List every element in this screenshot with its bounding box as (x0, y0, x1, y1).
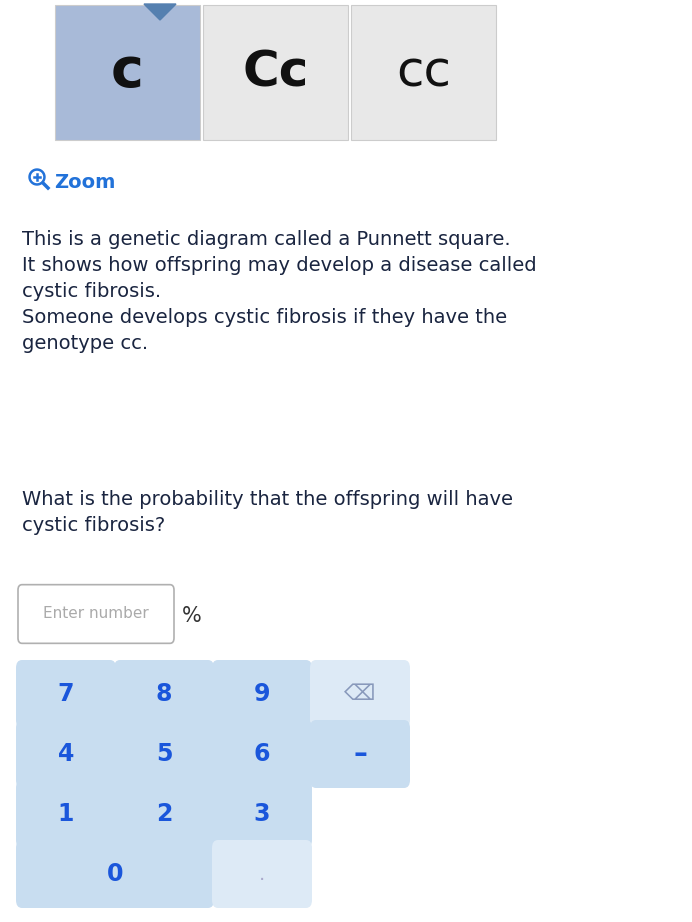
Text: –: – (353, 740, 367, 768)
Text: Someone develops cystic fibrosis if they have the: Someone develops cystic fibrosis if they… (22, 308, 507, 327)
Text: ⌫: ⌫ (344, 684, 376, 704)
Text: 1: 1 (58, 802, 74, 826)
Text: cc: cc (396, 49, 451, 97)
Text: Zoom: Zoom (54, 173, 116, 192)
Text: Cc: Cc (242, 49, 309, 97)
Polygon shape (29, 169, 45, 185)
Text: cystic fibrosis.: cystic fibrosis. (22, 282, 161, 301)
Text: 5: 5 (156, 742, 172, 766)
Text: Enter number: Enter number (43, 607, 149, 621)
Polygon shape (32, 171, 42, 183)
Text: 3: 3 (254, 802, 271, 826)
Text: .: . (259, 865, 265, 883)
Text: genotype cc.: genotype cc. (22, 334, 148, 353)
Text: 7: 7 (57, 682, 74, 706)
Text: 6: 6 (254, 742, 271, 766)
Text: 8: 8 (156, 682, 172, 706)
Text: c: c (111, 45, 144, 100)
Text: It shows how offspring may develop a disease called: It shows how offspring may develop a dis… (22, 256, 536, 275)
Text: cystic fibrosis?: cystic fibrosis? (22, 516, 165, 535)
Text: What is the probability that the offspring will have: What is the probability that the offspri… (22, 490, 513, 509)
Polygon shape (144, 4, 176, 20)
Text: %: % (182, 606, 202, 626)
Text: 0: 0 (107, 862, 123, 886)
Text: 9: 9 (254, 682, 271, 706)
Text: This is a genetic diagram called a Punnett square.: This is a genetic diagram called a Punne… (22, 230, 511, 249)
Text: 2: 2 (156, 802, 172, 826)
Text: 4: 4 (58, 742, 74, 766)
